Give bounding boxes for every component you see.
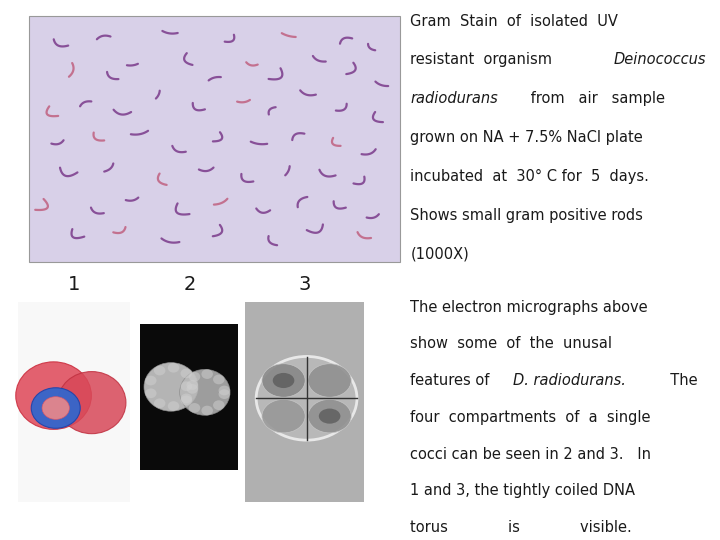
Ellipse shape — [213, 375, 225, 384]
Text: 2: 2 — [183, 275, 196, 294]
Text: cocci can be seen in 2 and 3.   In: cocci can be seen in 2 and 3. In — [410, 447, 652, 462]
Bar — [245, 302, 364, 502]
Text: The electron micrographs above: The electron micrographs above — [410, 300, 648, 315]
Text: 3: 3 — [298, 275, 311, 294]
Bar — [140, 324, 238, 470]
Ellipse shape — [189, 372, 200, 382]
Text: features of: features of — [410, 373, 495, 388]
Ellipse shape — [219, 386, 230, 395]
Ellipse shape — [256, 356, 357, 440]
Ellipse shape — [154, 399, 166, 408]
Ellipse shape — [181, 396, 192, 406]
Ellipse shape — [219, 389, 230, 399]
Ellipse shape — [181, 368, 192, 378]
Text: show  some  of  the  unusal: show some of the unusal — [410, 336, 613, 352]
Text: (1000X): (1000X) — [410, 247, 469, 262]
Ellipse shape — [145, 388, 156, 398]
Ellipse shape — [189, 403, 200, 413]
Ellipse shape — [186, 384, 198, 394]
Ellipse shape — [145, 376, 156, 386]
Text: resistant  organism: resistant organism — [410, 52, 557, 68]
Text: 1: 1 — [68, 275, 81, 294]
Ellipse shape — [213, 400, 225, 410]
Ellipse shape — [31, 388, 80, 428]
Text: Deinococcus: Deinococcus — [613, 52, 706, 68]
Ellipse shape — [144, 363, 198, 411]
Text: four  compartments  of  a  single: four compartments of a single — [410, 410, 651, 425]
Text: 1 and 3, the tightly coiled DNA: 1 and 3, the tightly coiled DNA — [410, 483, 635, 498]
Ellipse shape — [262, 364, 305, 397]
Text: torus             is             visible.: torus is visible. — [410, 520, 632, 535]
Ellipse shape — [262, 400, 305, 433]
Ellipse shape — [273, 373, 294, 388]
Ellipse shape — [181, 381, 192, 391]
Ellipse shape — [168, 401, 179, 411]
Ellipse shape — [202, 369, 213, 379]
Text: incubated  at  30° C for  5  days.: incubated at 30° C for 5 days. — [410, 169, 649, 184]
Ellipse shape — [186, 380, 198, 390]
Ellipse shape — [308, 364, 351, 397]
Text: D. radiodurans.: D. radiodurans. — [513, 373, 626, 388]
Ellipse shape — [308, 400, 351, 433]
Ellipse shape — [168, 363, 179, 373]
Text: Shows small gram positive rods: Shows small gram positive rods — [410, 208, 643, 223]
Bar — [29, 16, 400, 262]
Ellipse shape — [16, 362, 91, 429]
Ellipse shape — [319, 409, 341, 424]
Text: Gram  Stain  of  isolated  UV: Gram Stain of isolated UV — [410, 14, 618, 29]
Ellipse shape — [202, 406, 213, 415]
Ellipse shape — [58, 372, 126, 434]
Ellipse shape — [154, 366, 166, 375]
Text: from   air   sample: from air sample — [526, 91, 665, 106]
Bar — [18, 302, 130, 502]
Ellipse shape — [181, 394, 192, 403]
Ellipse shape — [42, 397, 69, 420]
Ellipse shape — [180, 369, 230, 415]
Text: grown on NA + 7.5% NaCl plate: grown on NA + 7.5% NaCl plate — [410, 130, 643, 145]
Text: The: The — [661, 373, 698, 388]
Text: radiodurans: radiodurans — [410, 91, 498, 106]
